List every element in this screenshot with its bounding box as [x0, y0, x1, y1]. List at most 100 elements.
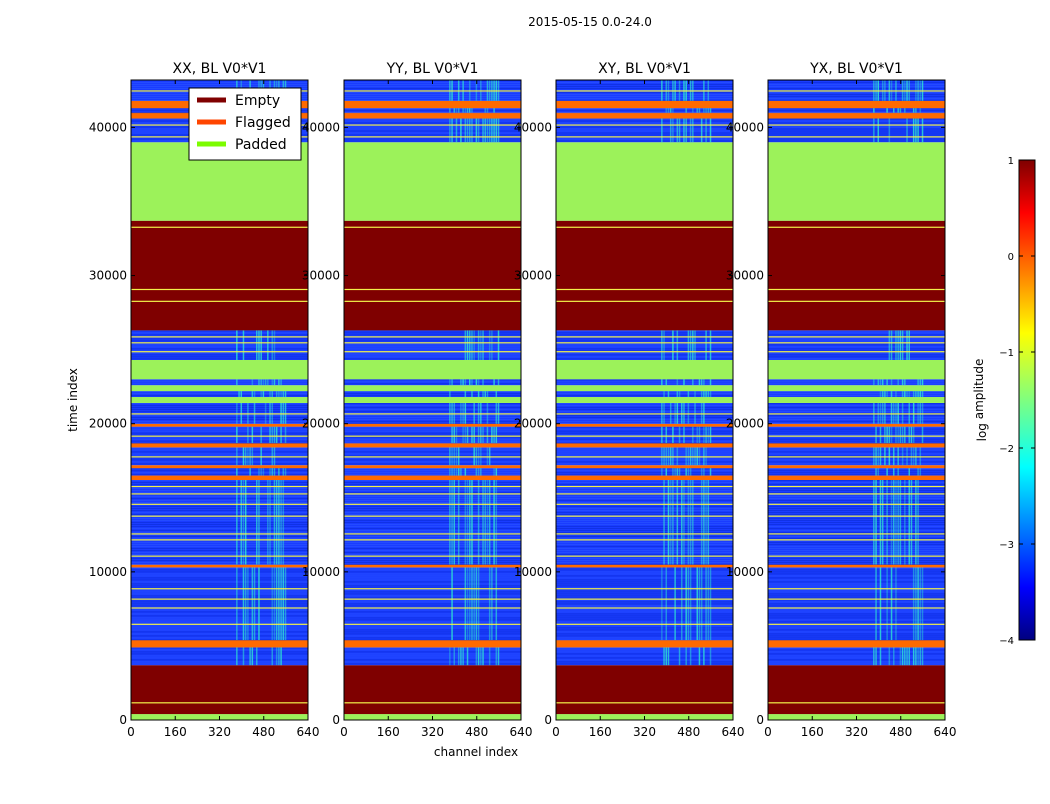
rfi-streak — [457, 108, 460, 113]
noise-texture — [556, 653, 733, 655]
stripe-line — [131, 555, 308, 557]
y-tick-label: 20000 — [514, 417, 552, 431]
noise-texture — [131, 402, 308, 404]
rfi-streak — [256, 647, 258, 666]
rfi-streak — [707, 108, 710, 113]
rfi-streak — [488, 118, 491, 143]
noise-texture — [556, 536, 733, 537]
noise-texture — [768, 601, 945, 603]
rfi-streak — [471, 118, 473, 143]
band-padded — [768, 360, 945, 380]
rfi-streak — [687, 330, 690, 360]
noise-texture — [556, 502, 733, 503]
noise-texture — [768, 522, 945, 523]
rfi-streak — [908, 480, 910, 565]
noise-texture — [768, 470, 945, 472]
noise-texture — [131, 348, 308, 350]
noise-texture — [556, 404, 733, 406]
rfi-streak — [262, 391, 265, 398]
noise-texture — [556, 383, 733, 385]
rfi-streak — [687, 567, 690, 640]
rfi-streak — [672, 330, 674, 360]
noise-texture — [344, 567, 521, 569]
noise-texture — [768, 637, 945, 639]
noise-texture — [131, 544, 308, 545]
noise-texture — [344, 500, 521, 501]
rfi-streak — [269, 480, 271, 565]
x-tick-label: 480 — [677, 725, 700, 739]
noise-texture — [556, 651, 733, 653]
noise-texture — [131, 338, 308, 340]
noise-texture — [768, 575, 945, 577]
noise-texture — [131, 651, 308, 653]
stripe-line — [131, 413, 308, 415]
rfi-streak — [262, 379, 265, 386]
noise-texture — [131, 480, 308, 481]
noise-texture — [131, 657, 308, 659]
noise-texture — [344, 605, 521, 607]
rfi-streak — [471, 330, 473, 360]
rfi-streak — [663, 391, 665, 398]
figure-suptitle: 2015-05-15 0.0-24.0 — [528, 15, 652, 29]
rfi-streak — [665, 468, 668, 476]
rfi-streak — [895, 480, 897, 565]
rfi-streak — [879, 567, 882, 640]
noise-texture — [131, 354, 308, 356]
noise-texture — [131, 436, 308, 438]
noise-texture — [131, 655, 308, 657]
stripe-line — [131, 588, 308, 590]
rfi-streak — [700, 118, 703, 143]
rfi-streak — [486, 108, 489, 113]
noise-texture — [344, 633, 521, 635]
noise-texture — [556, 470, 733, 472]
noise-texture — [556, 659, 733, 661]
noise-texture — [556, 440, 733, 442]
noise-texture — [344, 138, 521, 140]
noise-texture — [344, 434, 521, 436]
rfi-streak — [672, 468, 674, 476]
rfi-streak — [482, 480, 484, 565]
rfi-streak — [696, 426, 698, 443]
noise-texture — [768, 356, 945, 358]
noise-texture — [344, 552, 521, 553]
noise-texture — [344, 393, 521, 395]
rfi-streak — [275, 567, 278, 640]
noise-texture — [344, 96, 521, 97]
band-padded — [344, 360, 521, 380]
noise-texture — [768, 661, 945, 663]
rfi-streak — [912, 402, 915, 424]
stripe-line — [556, 124, 733, 126]
noise-texture — [131, 334, 308, 336]
stripe-line — [556, 288, 733, 291]
y-tick-label: 20000 — [726, 417, 764, 431]
rfi-streak — [269, 468, 271, 476]
rfi-streak — [258, 468, 260, 476]
rfi-streak — [249, 647, 251, 666]
rfi-streak — [455, 108, 458, 113]
rfi-streak — [681, 402, 683, 424]
noise-texture — [768, 352, 945, 354]
rfi-streak — [881, 402, 884, 424]
noise-texture — [344, 381, 521, 383]
stripe-line — [768, 588, 945, 590]
band-padded — [768, 385, 945, 392]
noise-texture — [768, 410, 945, 412]
rfi-streak — [904, 379, 906, 386]
noise-texture — [131, 488, 308, 489]
noise-texture — [131, 434, 308, 436]
noise-texture — [344, 451, 521, 453]
noise-texture — [768, 108, 945, 110]
noise-texture — [556, 457, 733, 459]
noise-texture — [131, 453, 308, 455]
noise-texture — [344, 391, 521, 393]
stripe-line — [556, 539, 733, 541]
rfi-streak — [696, 567, 698, 640]
noise-texture — [556, 463, 733, 465]
noise-texture — [131, 621, 308, 623]
noise-texture — [768, 548, 945, 549]
y-tick-label: 30000 — [726, 269, 764, 283]
noise-texture — [344, 459, 521, 461]
rfi-streak — [912, 426, 915, 443]
stripe-line — [131, 336, 308, 338]
